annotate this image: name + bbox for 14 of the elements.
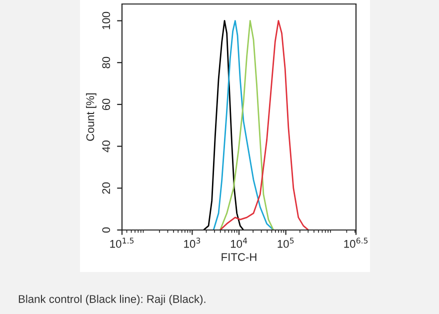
y-tick-label: 80 [102,56,110,68]
x-tick-label: 10$^{3}$ [184,238,200,248]
y-tick-label: 100 [102,12,110,30]
x-tick-label: 10$^{4}$ [230,238,248,248]
y-tick-label: 40 [102,140,110,152]
y-tick-label: 60 [102,98,110,110]
text: Blank control (Black line): Raji (Black). [18,294,206,306]
x-axis-title: FITC-H [222,253,256,262]
x-tick-label: 10$^{1.5}$ [110,238,134,248]
y-axis-title: Count [%] [86,93,96,141]
x-tick-label: 10$^{5}$ [278,238,294,248]
y-tick-label: 20 [102,182,110,194]
y-tick-label: 0 [102,227,110,233]
x-tick-label: 10$^{6.5}$ [344,238,368,248]
